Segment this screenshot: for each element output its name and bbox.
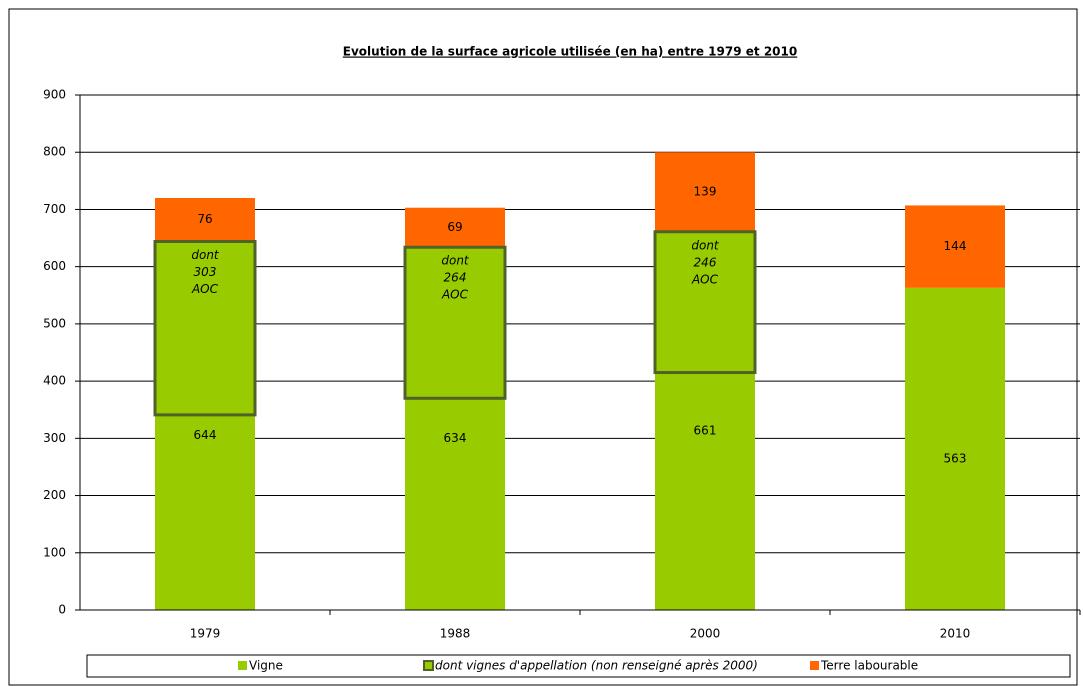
data-label: 139 <box>694 184 717 198</box>
bar-segment <box>905 205 1005 288</box>
data-label: 661 <box>694 423 717 437</box>
x-tick-label: 1988 <box>440 627 471 641</box>
legend-label: Terre labourable <box>820 659 918 673</box>
data-label: AOC <box>191 282 219 296</box>
data-label: 246 <box>694 255 717 269</box>
y-tick-label: 600 <box>43 259 66 273</box>
x-tick-label: 1979 <box>190 627 221 641</box>
x-tick-label: 2010 <box>940 627 971 641</box>
data-label: 563 <box>944 451 967 465</box>
overlay-box <box>153 239 257 417</box>
y-tick-label: 900 <box>43 88 66 102</box>
data-label: 264 <box>444 271 467 285</box>
data-label: 69 <box>447 220 462 234</box>
bar-segment <box>905 287 1005 610</box>
y-tick-label: 800 <box>43 145 66 159</box>
data-label: dont <box>441 254 470 268</box>
y-tick-label: 400 <box>43 374 66 388</box>
y-tick-label: 300 <box>43 431 66 445</box>
data-label: AOC <box>691 272 719 286</box>
legend-label: Vigne <box>249 659 283 673</box>
legend-swatch <box>423 660 434 671</box>
y-tick-label: 700 <box>43 202 66 216</box>
chart-title: Evolution de la surface agricole utilisé… <box>343 45 797 59</box>
legend-label: dont vignes d'appellation (non renseigné… <box>435 659 758 673</box>
data-label: 634 <box>444 431 467 445</box>
y-tick-label: 100 <box>43 545 66 559</box>
overlay-box <box>653 230 757 375</box>
legend-box <box>86 654 1071 678</box>
bar-segment <box>155 198 255 242</box>
overlay-box <box>403 245 507 400</box>
data-label: dont <box>191 248 220 262</box>
legend-swatch <box>238 661 247 670</box>
bar-segment <box>655 152 755 232</box>
y-tick-label: 0 <box>58 603 66 617</box>
data-label: 144 <box>944 239 967 253</box>
data-label: 303 <box>194 265 217 279</box>
x-tick-label: 2000 <box>690 627 721 641</box>
data-label: 644 <box>194 428 217 442</box>
bar-segment <box>405 207 505 248</box>
data-label: 76 <box>197 212 212 226</box>
y-tick-label: 200 <box>43 488 66 502</box>
y-tick-label: 500 <box>43 316 66 330</box>
data-label: dont <box>691 238 720 252</box>
legend-swatch <box>810 661 819 670</box>
data-label: AOC <box>441 288 469 302</box>
